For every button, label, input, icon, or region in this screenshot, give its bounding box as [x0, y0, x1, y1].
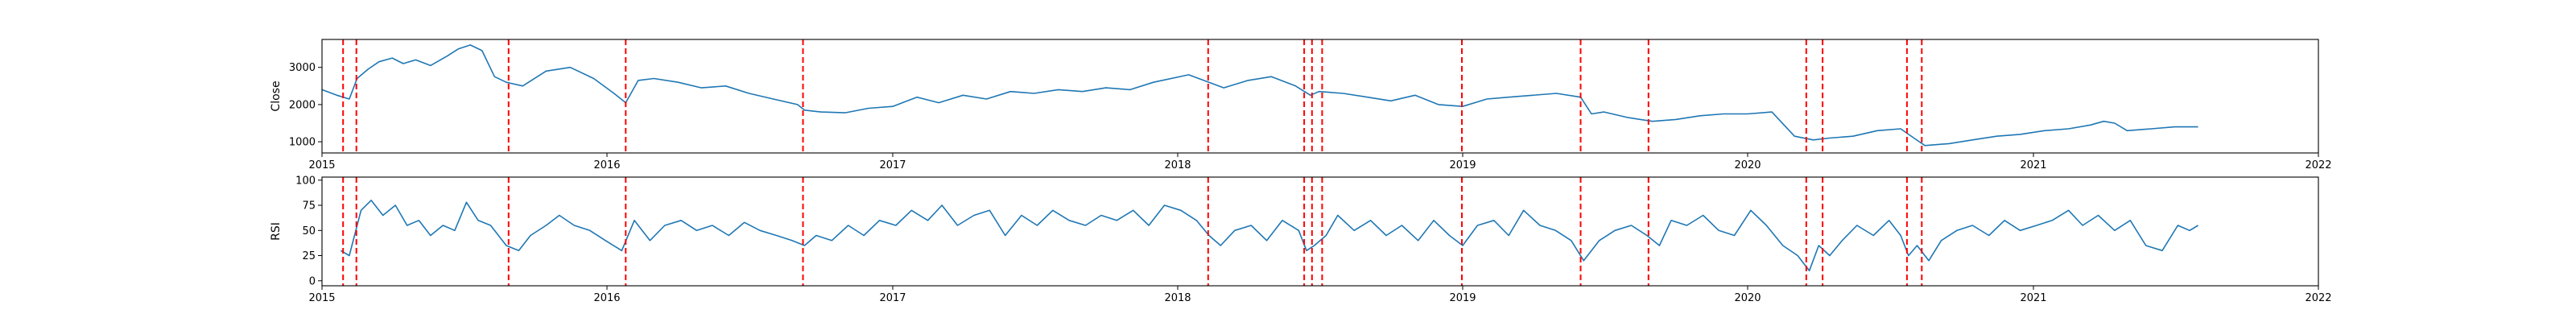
y-tick-label: 50: [302, 225, 316, 237]
y-tick-label: 1000: [289, 137, 316, 149]
plot-frame: [321, 176, 2319, 287]
y-tick-label: 3000: [289, 62, 316, 74]
y-tick-label: 2000: [289, 99, 316, 111]
x-tick-label: 2015: [308, 292, 335, 304]
y-axis-label: RSI: [270, 222, 283, 241]
y-tick-label: 0: [309, 275, 316, 287]
x-tick-label: 2019: [1449, 159, 1476, 171]
x-tick-label: 2016: [593, 159, 620, 171]
x-tick-label: 2015: [308, 159, 335, 171]
x-tick-label: 2018: [1164, 292, 1191, 304]
x-tick-label: 2017: [879, 292, 906, 304]
y-tick-label: 100: [295, 175, 316, 187]
x-tick-label: 2017: [879, 159, 906, 171]
x-tick-label: 2021: [2020, 159, 2046, 171]
plot-frame: [321, 39, 2319, 154]
x-tick-label: 2021: [2020, 292, 2046, 304]
chart-panel-1: 1000 2000 3000 2015 2016 2017 2018 2019 2020 2021…: [270, 39, 2332, 171]
y-tick-label: 25: [302, 250, 316, 262]
x-tick-label: 2018: [1164, 159, 1191, 171]
y-axis-label: Close: [270, 80, 283, 111]
x-tick-label: 2020: [1734, 292, 1761, 304]
x-tick-label: 2022: [2305, 292, 2331, 304]
x-tick-label: 2016: [593, 292, 620, 304]
x-tick-label: 2022: [2305, 159, 2331, 171]
y-tick-label: 75: [302, 200, 316, 213]
x-tick-label: 2020: [1734, 159, 1761, 171]
chart-panel-2: 0 25 50 75 100 2015 2016 2017 2018 2019 2020 2021 20…: [270, 175, 2332, 304]
series-line: [321, 44, 2198, 147]
series-line: [340, 200, 2199, 272]
x-tick-label: 2019: [1449, 292, 1476, 304]
